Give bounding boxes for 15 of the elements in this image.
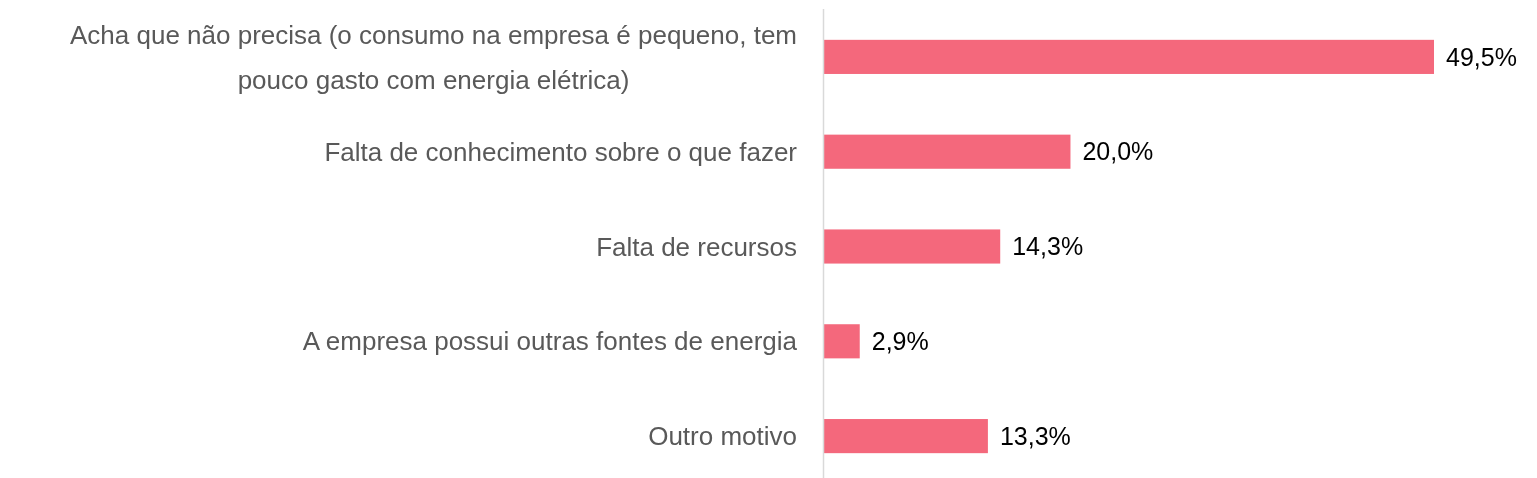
data-label: 13,3% xyxy=(999,421,1071,450)
y-tick-label: Falta de recursos xyxy=(596,231,797,262)
bar xyxy=(824,419,988,454)
bar xyxy=(824,39,1434,74)
bar xyxy=(824,324,860,359)
y-tick-label: A empresa possui outras fontes de energia xyxy=(302,326,798,357)
y-tick-label: Falta de conhecimento sobre o que fazer xyxy=(324,136,798,167)
data-label: 14,3% xyxy=(1012,232,1084,261)
y-tick-label: Outro motivo xyxy=(648,421,797,452)
y-tick-label: Acha que não precisa (o consumo na empresa é pequeno, tem pouco gasto com energia elétrica) xyxy=(69,19,797,95)
bar xyxy=(824,229,1001,264)
data-label: 49,5% xyxy=(1446,42,1517,71)
data-label: 2,9% xyxy=(871,327,929,356)
data-label: 20,0% xyxy=(1082,137,1154,166)
bar xyxy=(824,134,1071,169)
